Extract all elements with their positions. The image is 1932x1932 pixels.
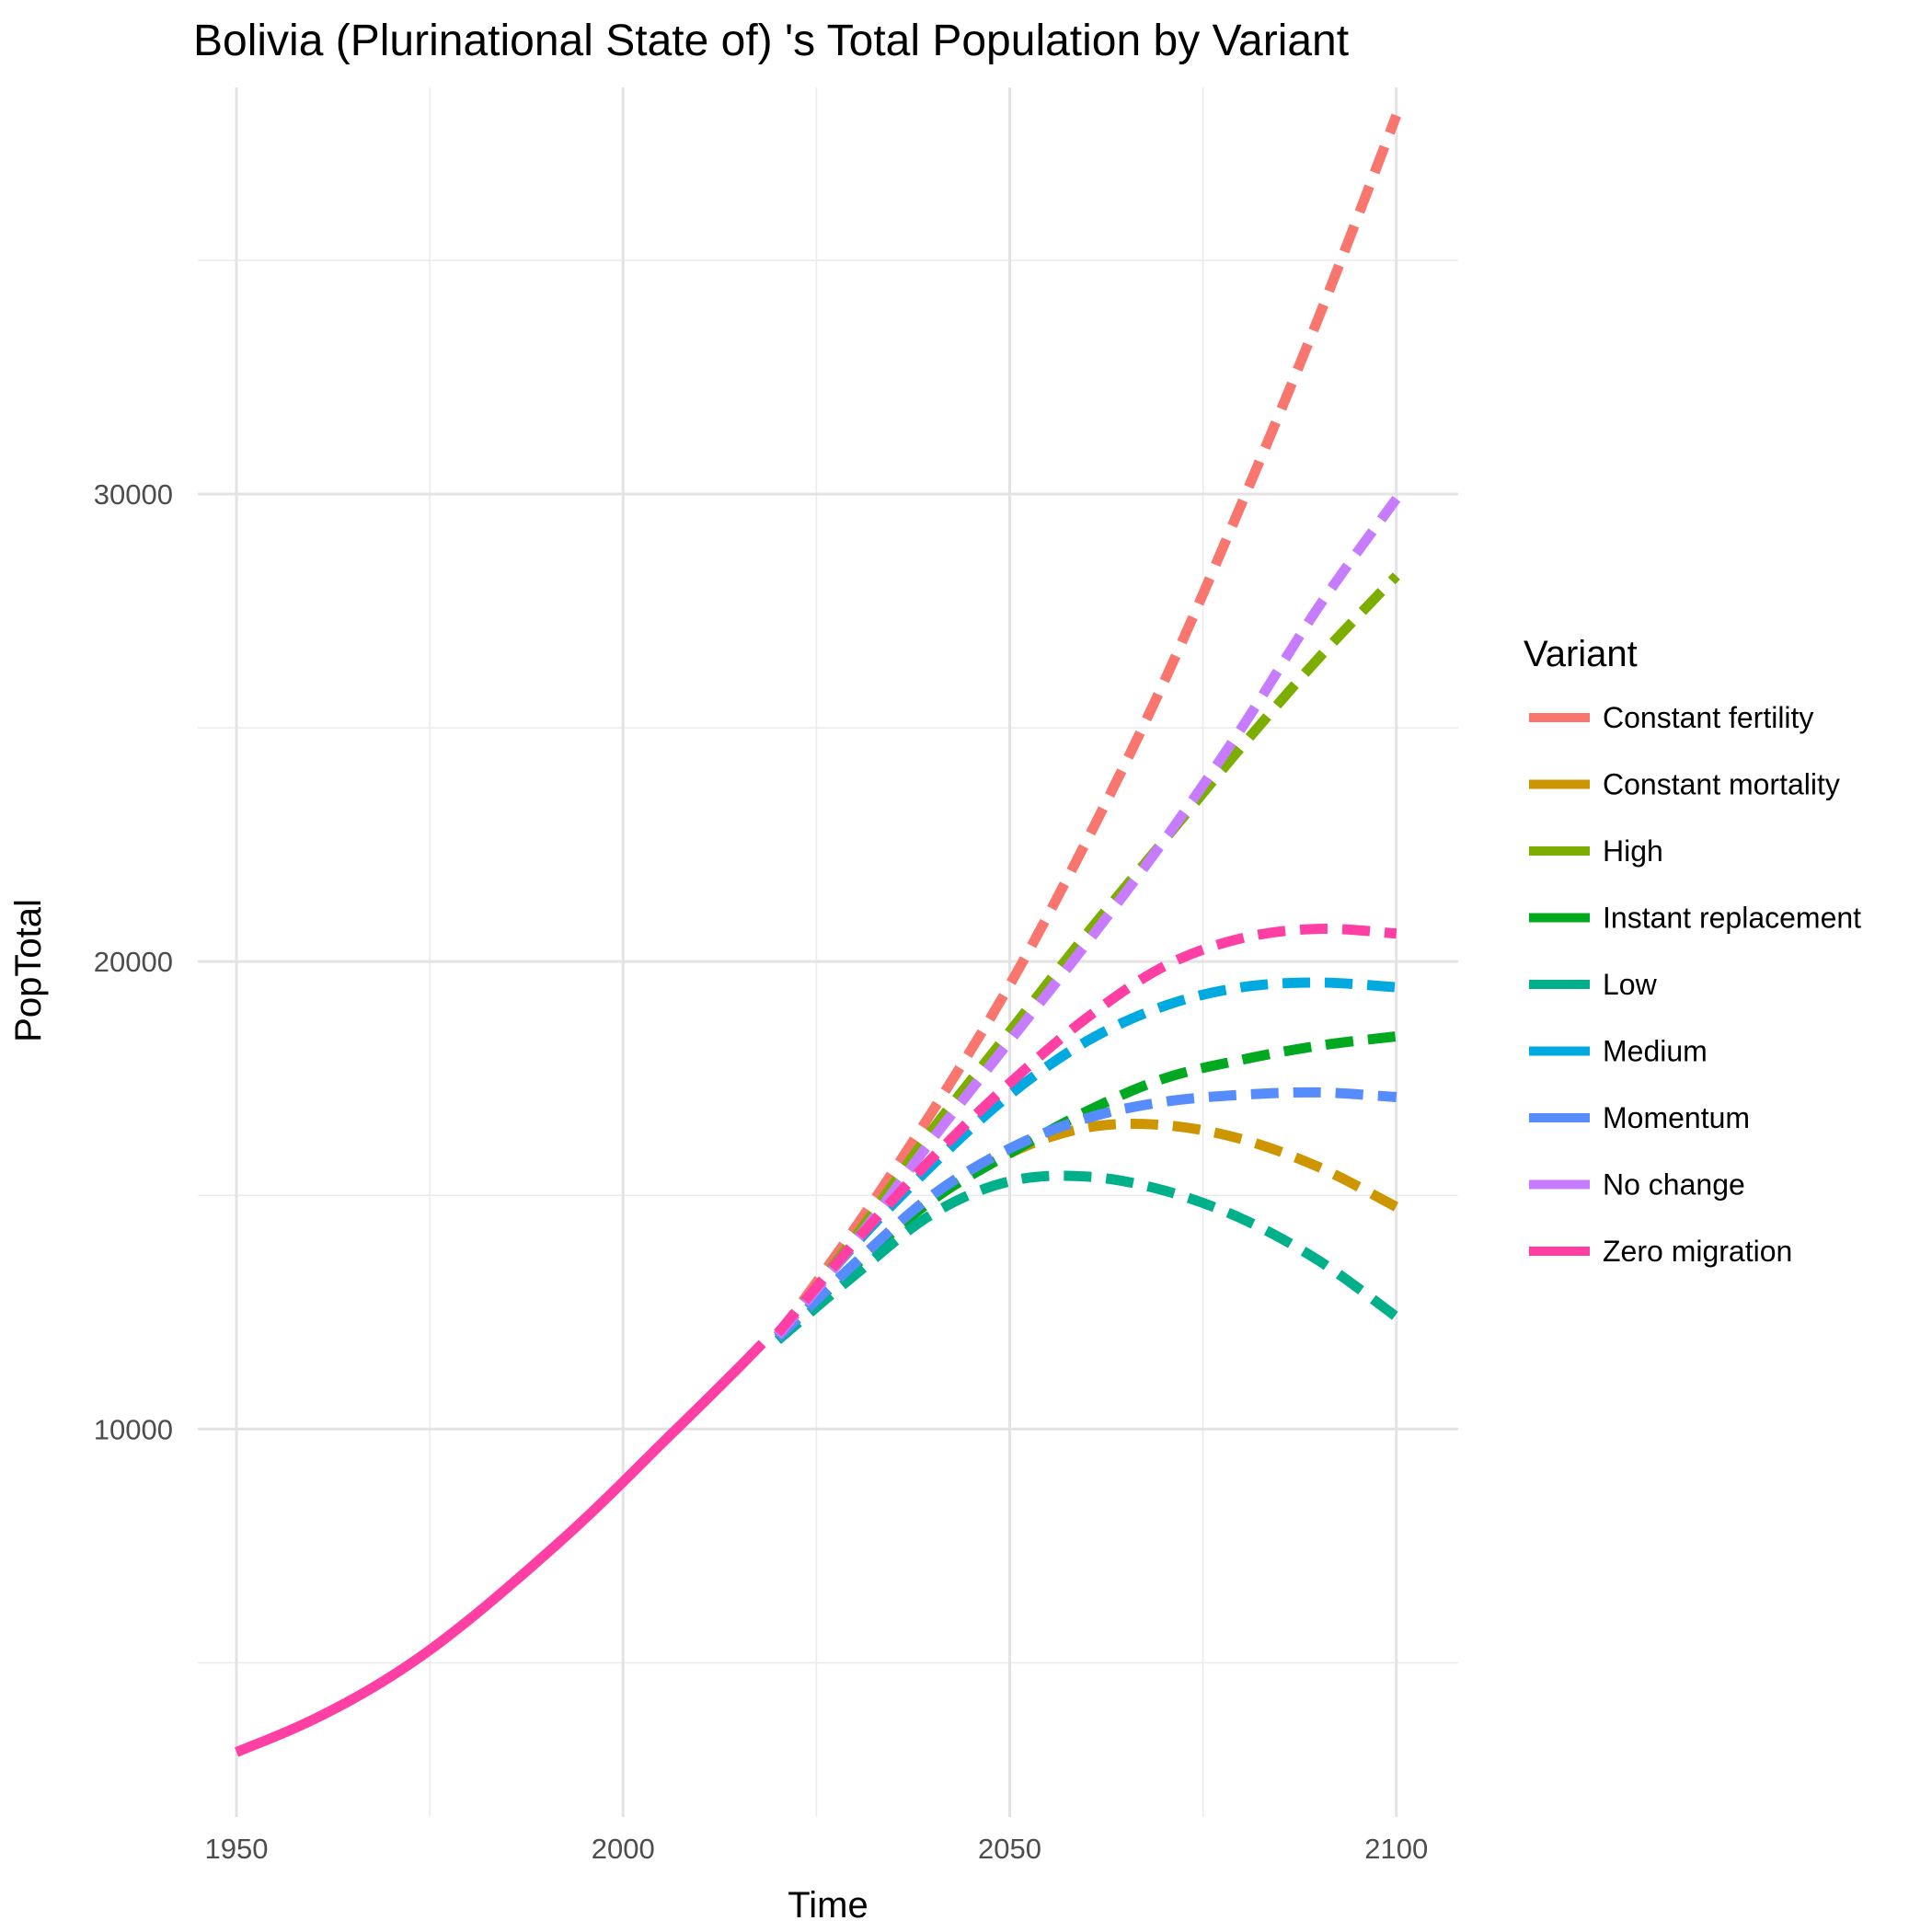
series-line-zero-migration (774, 924, 1397, 1337)
legend-label-constant-mortality: Constant mortality (1603, 768, 1840, 801)
series-line-instant-replacement (774, 1031, 1397, 1342)
legend-label-zero-migration: Zero migration (1603, 1235, 1792, 1268)
y-tick-label: 30000 (94, 478, 173, 511)
series-line-momentum (774, 1087, 1397, 1342)
legend-label-constant-fertility: Constant fertility (1603, 701, 1813, 734)
legend-label-medium: Medium (1603, 1035, 1708, 1068)
x-tick-label: 1950 (205, 1833, 269, 1865)
legend-title: Variant (1524, 634, 1638, 674)
legend-label-high: High (1603, 834, 1663, 868)
x-tick-label: 2050 (978, 1833, 1041, 1865)
legend-label-no-change: No change (1603, 1168, 1745, 1202)
series-line-no-change (774, 495, 1401, 1340)
series-line-low (774, 1170, 1400, 1344)
x-axis-title: Time (788, 1885, 868, 1926)
y-axis-title: PopTotal (8, 899, 49, 1042)
x-tick-label: 2000 (592, 1833, 655, 1865)
legend-label-momentum: Momentum (1603, 1101, 1750, 1134)
legend: Variant Constant fertility Constant morta… (1524, 634, 1861, 1268)
legend-label-instant-replacement: Instant replacement (1603, 902, 1861, 935)
y-tick-label: 20000 (94, 946, 173, 978)
legend-items: Constant fertility Constant mortality High… (1529, 701, 1861, 1268)
historical-estimates-line (234, 1340, 766, 1757)
axis-layer: 1950 2000 2050 2100 10000 20000 30000 (94, 478, 1428, 1865)
x-tick-label: 2100 (1364, 1833, 1428, 1865)
y-tick-label: 10000 (94, 1413, 173, 1445)
legend-label-low: Low (1603, 968, 1658, 1001)
chart-title: Bolivia (Plurinational State of) 's Tota… (193, 17, 1349, 65)
series-layer (234, 113, 1401, 1757)
series-line-constant-fertility (773, 113, 1401, 1339)
grid-layer (198, 87, 1458, 1817)
